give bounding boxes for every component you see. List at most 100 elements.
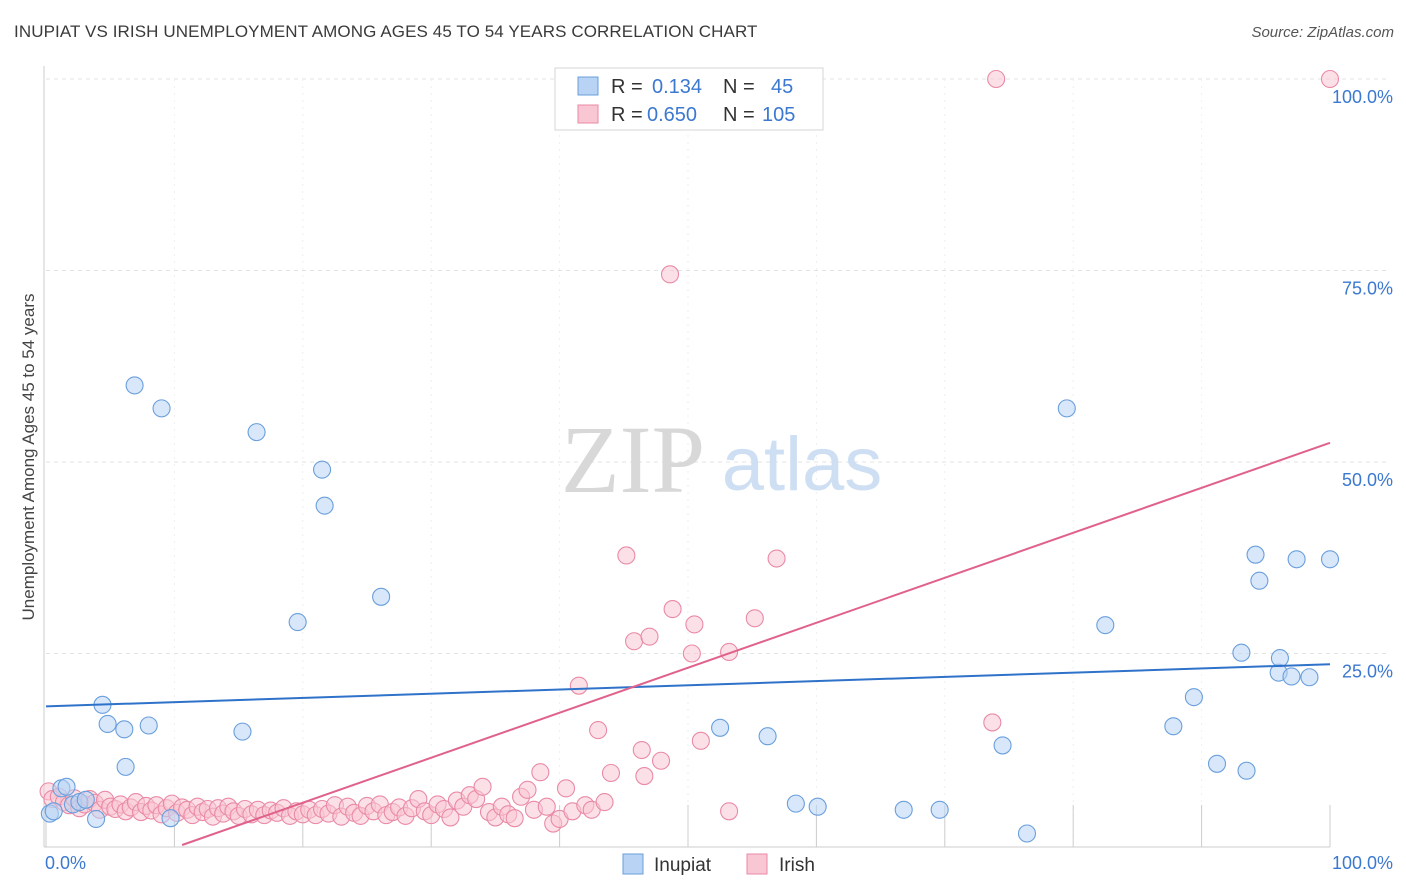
inupiat-point [247, 423, 266, 442]
points-layer [39, 69, 1340, 843]
irish-n-label: N = [723, 104, 755, 126]
irish-swatch [577, 104, 599, 124]
irish-n-value: 105 [762, 104, 795, 126]
stats-legend-box: R = 0.134 N = 45 R = 0.650 N = 105 [554, 67, 824, 131]
inupiat-point [1057, 399, 1076, 418]
inupiat-point [161, 809, 180, 828]
inupiat-point [711, 718, 730, 737]
irish-point [556, 779, 576, 798]
inupiat-point [76, 790, 95, 809]
inupiat-point [115, 720, 134, 739]
chart-title: INUPIAT VS IRISH UNEMPLOYMENT AMONG AGES… [14, 22, 758, 41]
y-axis-label: Unemployment Among Ages 45 to 54 years [19, 294, 38, 621]
inupiat-point [1237, 761, 1256, 780]
inupiat-point [1096, 616, 1115, 635]
inupiat-point [1320, 550, 1340, 569]
inupiat-point [44, 802, 63, 821]
irish-r-value: 0.650 [647, 104, 697, 126]
inupiat-point [1164, 717, 1183, 736]
inupiat-n-label: N = [723, 76, 755, 98]
inupiat-point [372, 587, 391, 606]
source-label: Source: ZipAtlas.com [1251, 24, 1394, 41]
inupiat-point [993, 736, 1012, 755]
inupiat-point [894, 800, 913, 819]
inupiat-point [139, 716, 158, 735]
inupiat-point [87, 809, 106, 829]
irish-point [767, 549, 786, 568]
trend-layer [45, 441, 1331, 846]
irish-point [473, 777, 492, 796]
irish-point [640, 627, 659, 646]
inupiat-point [808, 797, 827, 816]
irish-point [720, 802, 739, 821]
legend-inupiat-swatch [622, 853, 644, 875]
irish-point [745, 609, 764, 628]
irish-point [441, 808, 460, 827]
inupiat-point [930, 800, 949, 819]
irish-point [635, 767, 654, 786]
inupiat-n-value: 45 [771, 76, 793, 98]
inupiat-point [1270, 649, 1289, 668]
inupiat-point [125, 376, 144, 395]
irish-point [537, 797, 556, 816]
irish-point [1320, 69, 1340, 89]
inupiat-point [233, 722, 252, 741]
inupiat-point [1017, 824, 1037, 843]
y-tick-label: 50.0% [1342, 470, 1393, 490]
watermark-zip: ZIP [561, 406, 705, 513]
irish-point [589, 721, 608, 740]
inupiat-point [1250, 571, 1269, 590]
irish-point [569, 676, 588, 695]
inupiat-point [1246, 545, 1265, 564]
irish-point [682, 644, 701, 663]
irish-point [601, 763, 621, 783]
watermark-atlas: atlas [722, 422, 883, 507]
inupiat-point [1282, 667, 1301, 686]
irish-point [691, 731, 710, 750]
irish-point [660, 265, 680, 284]
irish-point [663, 600, 682, 619]
inupiat-point [1287, 550, 1306, 569]
inupiat-point [315, 496, 334, 515]
irish-point [617, 546, 636, 565]
inupiat-point [152, 399, 171, 418]
bottom-legend: Inupiat Irish [622, 853, 815, 876]
y-tick-label: 100.0% [1332, 87, 1393, 107]
irish-point [505, 809, 524, 828]
inupiat-point [57, 777, 76, 796]
irish-point [531, 763, 550, 782]
inupiat-point [313, 460, 332, 479]
inupiat-point [1232, 643, 1251, 662]
x-tick-min: 0.0% [45, 853, 86, 873]
legend-irish-swatch [746, 853, 768, 875]
inupiat-point [1207, 754, 1227, 773]
legend-inupiat-label: Inupiat [654, 855, 712, 876]
irish-point [685, 615, 704, 634]
inupiat-point [116, 757, 135, 776]
irish-r-label: R = [611, 104, 643, 126]
axis-layer [43, 66, 1331, 848]
inupiat-point [786, 794, 805, 813]
legend-irish-label: Irish [779, 855, 815, 876]
irish-point [518, 780, 537, 799]
inupiat-r-value: 0.134 [652, 76, 702, 98]
inupiat-r-label: R = [611, 76, 643, 98]
y-tick-labels: 25.0% 50.0% 75.0% 100.0% [1332, 87, 1393, 682]
grid-layer [46, 78, 1386, 845]
irish-point [632, 740, 651, 760]
irish-point [720, 642, 739, 662]
watermark: ZIP atlas [561, 406, 882, 513]
inupiat-point [98, 714, 117, 734]
irish-point [625, 632, 644, 651]
x-tick-max: 100.0% [1332, 853, 1393, 873]
inupiat-point [1300, 668, 1319, 687]
irish-point [651, 751, 671, 770]
inupiat-swatch [577, 76, 599, 96]
irish-trend-line [181, 441, 1331, 846]
inupiat-point [288, 613, 307, 632]
inupiat-point [758, 727, 777, 746]
y-tick-label: 25.0% [1342, 662, 1393, 682]
inupiat-trend-line [45, 663, 1331, 708]
y-tick-label: 75.0% [1342, 279, 1393, 299]
